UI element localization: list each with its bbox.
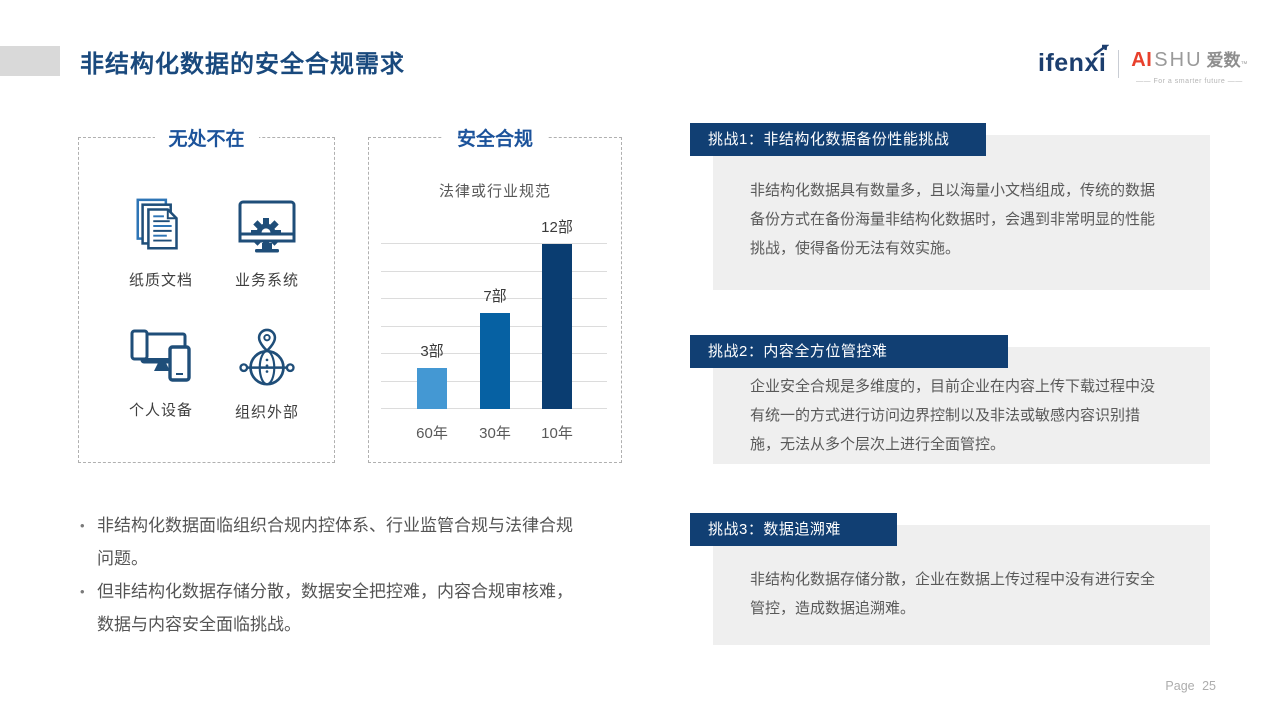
challenge-3-header: 挑战3：数据追溯难 <box>690 513 897 546</box>
aishu-tagline: —— For a smarter future —— <box>1136 78 1243 85</box>
aishu-cn-text: 爱数 <box>1206 51 1241 70</box>
challenge-1-text: 非结构化数据具有数量多，且以海量小文档组成，传统的数据备份方式在备份海量非结构化… <box>750 182 1156 257</box>
page-title: 非结构化数据的安全合规需求 <box>80 51 405 78</box>
bullet-item: • 非结构化数据面临组织合规内控体系、行业监管合规与法律合规问题。 <box>80 509 640 575</box>
challenge-1-body: 非结构化数据具有数量多，且以海量小文档组成，传统的数据备份方式在备份海量非结构化… <box>713 135 1210 290</box>
chart-gridline <box>381 243 607 244</box>
challenge-1-header: 挑战1：非结构化数据备份性能挑战 <box>690 123 986 156</box>
documents-icon <box>136 198 178 250</box>
chart-bar <box>542 244 572 409</box>
axis-category-label: 30年 <box>479 425 511 442</box>
bar-chart: 3部 60年 7部 30年 12部 10年 <box>381 219 607 442</box>
challenge-3-text: 非结构化数据存储分散，企业在数据上传过程中没有进行安全管控，造成数据追溯难。 <box>750 571 1156 617</box>
bullet-text: 非结构化数据面临组织合规内控体系、行业监管合规与法律合规问题。 <box>97 516 573 568</box>
aishu-trademark: ™ <box>1240 61 1248 68</box>
bullet-marker: • <box>80 584 85 599</box>
aishu-ai-text: AI <box>1131 49 1153 71</box>
aishu-shu-text: SHU <box>1154 49 1203 71</box>
business-system-icon <box>238 200 296 253</box>
everywhere-item-external-org: 组织外部 <box>212 328 322 422</box>
external-organization-icon <box>239 328 295 386</box>
challenge-2-header: 挑战2：内容全方位管控难 <box>690 335 1008 368</box>
axis-category-label: 10年 <box>541 425 573 442</box>
icon-label: 个人设备 <box>128 402 193 419</box>
everywhere-item-business-system: 业务系统 <box>212 196 322 290</box>
panel-everywhere-title: 无处不在 <box>154 124 259 151</box>
icon-label: 纸质文档 <box>128 272 193 289</box>
icon-label: 业务系统 <box>234 272 299 289</box>
ifenxi-arrow-icon <box>1093 44 1110 56</box>
bullet-text: 但非结构化数据存储分散，数据安全把控难，内容合规审核难，数据与内容安全面临挑战。 <box>97 582 573 634</box>
summary-bullets: • 非结构化数据面临组织合规内控体系、行业监管合规与法律合规问题。 • 但非结构… <box>80 509 640 641</box>
bar-value-label: 3部 <box>420 342 444 360</box>
chart-gridline <box>381 270 607 272</box>
aishu-logo: AI SHU 爱数 ™ —— For a smarter future —— <box>1131 50 1247 85</box>
chart-bar <box>480 312 510 409</box>
bar-value-label: 7部 <box>483 287 507 305</box>
challenge-2-text: 企业安全合规是多维度的，目前企业在内容上传下载过程中没有统一的方式进行访问边界控… <box>750 378 1156 453</box>
chart-bar <box>417 367 447 409</box>
panel-compliance-title: 安全合规 <box>442 124 548 151</box>
page-number: Page 25 <box>1165 679 1216 693</box>
bullet-marker: • <box>80 518 85 533</box>
chart-gridline <box>381 298 607 299</box>
header-decor-block <box>0 46 60 76</box>
logo-row: ifenxi AI SHU 爱数 ™ —— For a smarter futu… <box>1038 44 1248 85</box>
axis-category-label: 60年 <box>416 425 448 442</box>
ifenxi-logo: ifenxi <box>1038 44 1110 76</box>
panel-everywhere: 无处不在 纸质文档 <box>78 124 335 463</box>
logo-divider <box>1118 50 1120 78</box>
personal-devices-icon <box>130 329 191 382</box>
everywhere-item-paper-docs: 纸质文档 <box>106 196 216 290</box>
icon-label: 组织外部 <box>234 404 299 421</box>
everywhere-item-personal-devices: 个人设备 <box>106 328 216 420</box>
panel-compliance: 安全合规 法律或行业规范 3部 60年 7部 30年 12部 10年 <box>368 124 622 463</box>
chart-title: 法律或行业规范 <box>438 183 551 200</box>
bar-value-label: 12部 <box>541 219 573 236</box>
bullet-item: • 但非结构化数据存储分散，数据安全把控难，内容合规审核难，数据与内容安全面临挑… <box>80 575 640 641</box>
